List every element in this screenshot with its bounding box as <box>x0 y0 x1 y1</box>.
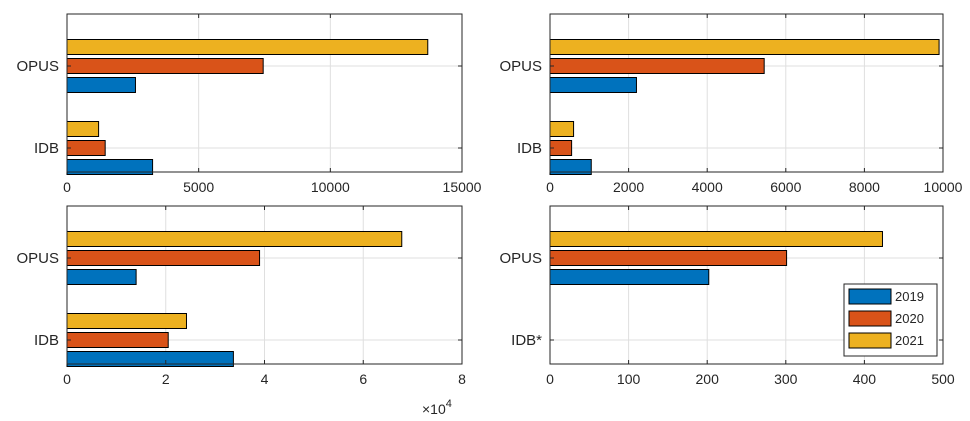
legend-swatch-2020 <box>849 311 891 326</box>
bar-2020-opus <box>67 251 260 266</box>
x-tick-label: 10000 <box>311 179 350 195</box>
bar-2020-opus <box>67 59 263 74</box>
chart-panel-2: 0 2000 4000 6000 8000 10000 OPUS IDB <box>499 14 962 195</box>
x-tick-label: 4 <box>261 371 269 387</box>
bar-2019-opus <box>67 78 135 93</box>
legend-label-2020: 2020 <box>895 311 924 326</box>
x-tick-label: 0 <box>63 371 71 387</box>
x-tick-label: 6 <box>359 371 367 387</box>
chart-panel-3: 0 2 4 6 8 OPUS IDB ×104 <box>16 206 466 417</box>
bar-2021-idb <box>67 122 99 137</box>
bar-2020-opus <box>550 59 764 74</box>
y-category-label: OPUS <box>16 58 59 75</box>
y-category-label: IDB <box>34 332 59 349</box>
legend: 2019 2020 2021 <box>844 284 937 356</box>
chart-panel-1: 0 5000 10000 15000 OPUS IDB <box>16 14 481 195</box>
x-tick-label: 100 <box>617 371 641 387</box>
bar-2021-idb <box>67 314 186 329</box>
legend-label-2019: 2019 <box>895 289 924 304</box>
x-exponent-label: ×104 <box>422 398 452 417</box>
x-tick-label: 0 <box>63 179 71 195</box>
bar-2019-opus <box>550 270 709 285</box>
bar-2020-idb <box>67 141 105 156</box>
y-category-label: IDB <box>34 140 59 157</box>
bar-2019-opus <box>67 270 136 285</box>
y-category-label: OPUS <box>16 250 59 267</box>
bar-2021-opus <box>67 40 428 55</box>
legend-label-2021: 2021 <box>895 333 924 348</box>
y-category-label: IDB <box>517 140 542 157</box>
x-tick-label: 8 <box>458 371 466 387</box>
x-tick-label: 6000 <box>770 179 801 195</box>
bar-2021-opus <box>550 40 939 55</box>
legend-swatch-2019 <box>849 289 891 304</box>
x-tick-label: 500 <box>931 371 955 387</box>
x-tick-label: 400 <box>853 371 877 387</box>
bar-2020-opus <box>550 251 787 266</box>
x-tick-label: 5000 <box>183 179 214 195</box>
bar-2021-opus <box>67 232 402 247</box>
y-category-label: OPUS <box>499 58 542 75</box>
bar-2021-opus <box>550 232 882 247</box>
bar-2020-idb <box>67 333 168 348</box>
bar-2019-opus <box>550 78 636 93</box>
x-tick-label: 200 <box>696 371 720 387</box>
x-tick-label: 300 <box>774 371 798 387</box>
legend-swatch-2021 <box>849 333 891 348</box>
x-tick-label: 0 <box>546 179 554 195</box>
y-category-label: IDB* <box>511 332 542 349</box>
x-tick-label: 4000 <box>692 179 723 195</box>
x-tick-label: 2 <box>162 371 170 387</box>
bar-2021-idb <box>550 122 574 137</box>
x-tick-label: 10000 <box>924 179 963 195</box>
x-tick-label: 0 <box>546 371 554 387</box>
x-tick-label: 8000 <box>849 179 880 195</box>
x-tick-label: 2000 <box>613 179 644 195</box>
y-category-label: OPUS <box>499 250 542 267</box>
x-tick-label: 15000 <box>443 179 482 195</box>
